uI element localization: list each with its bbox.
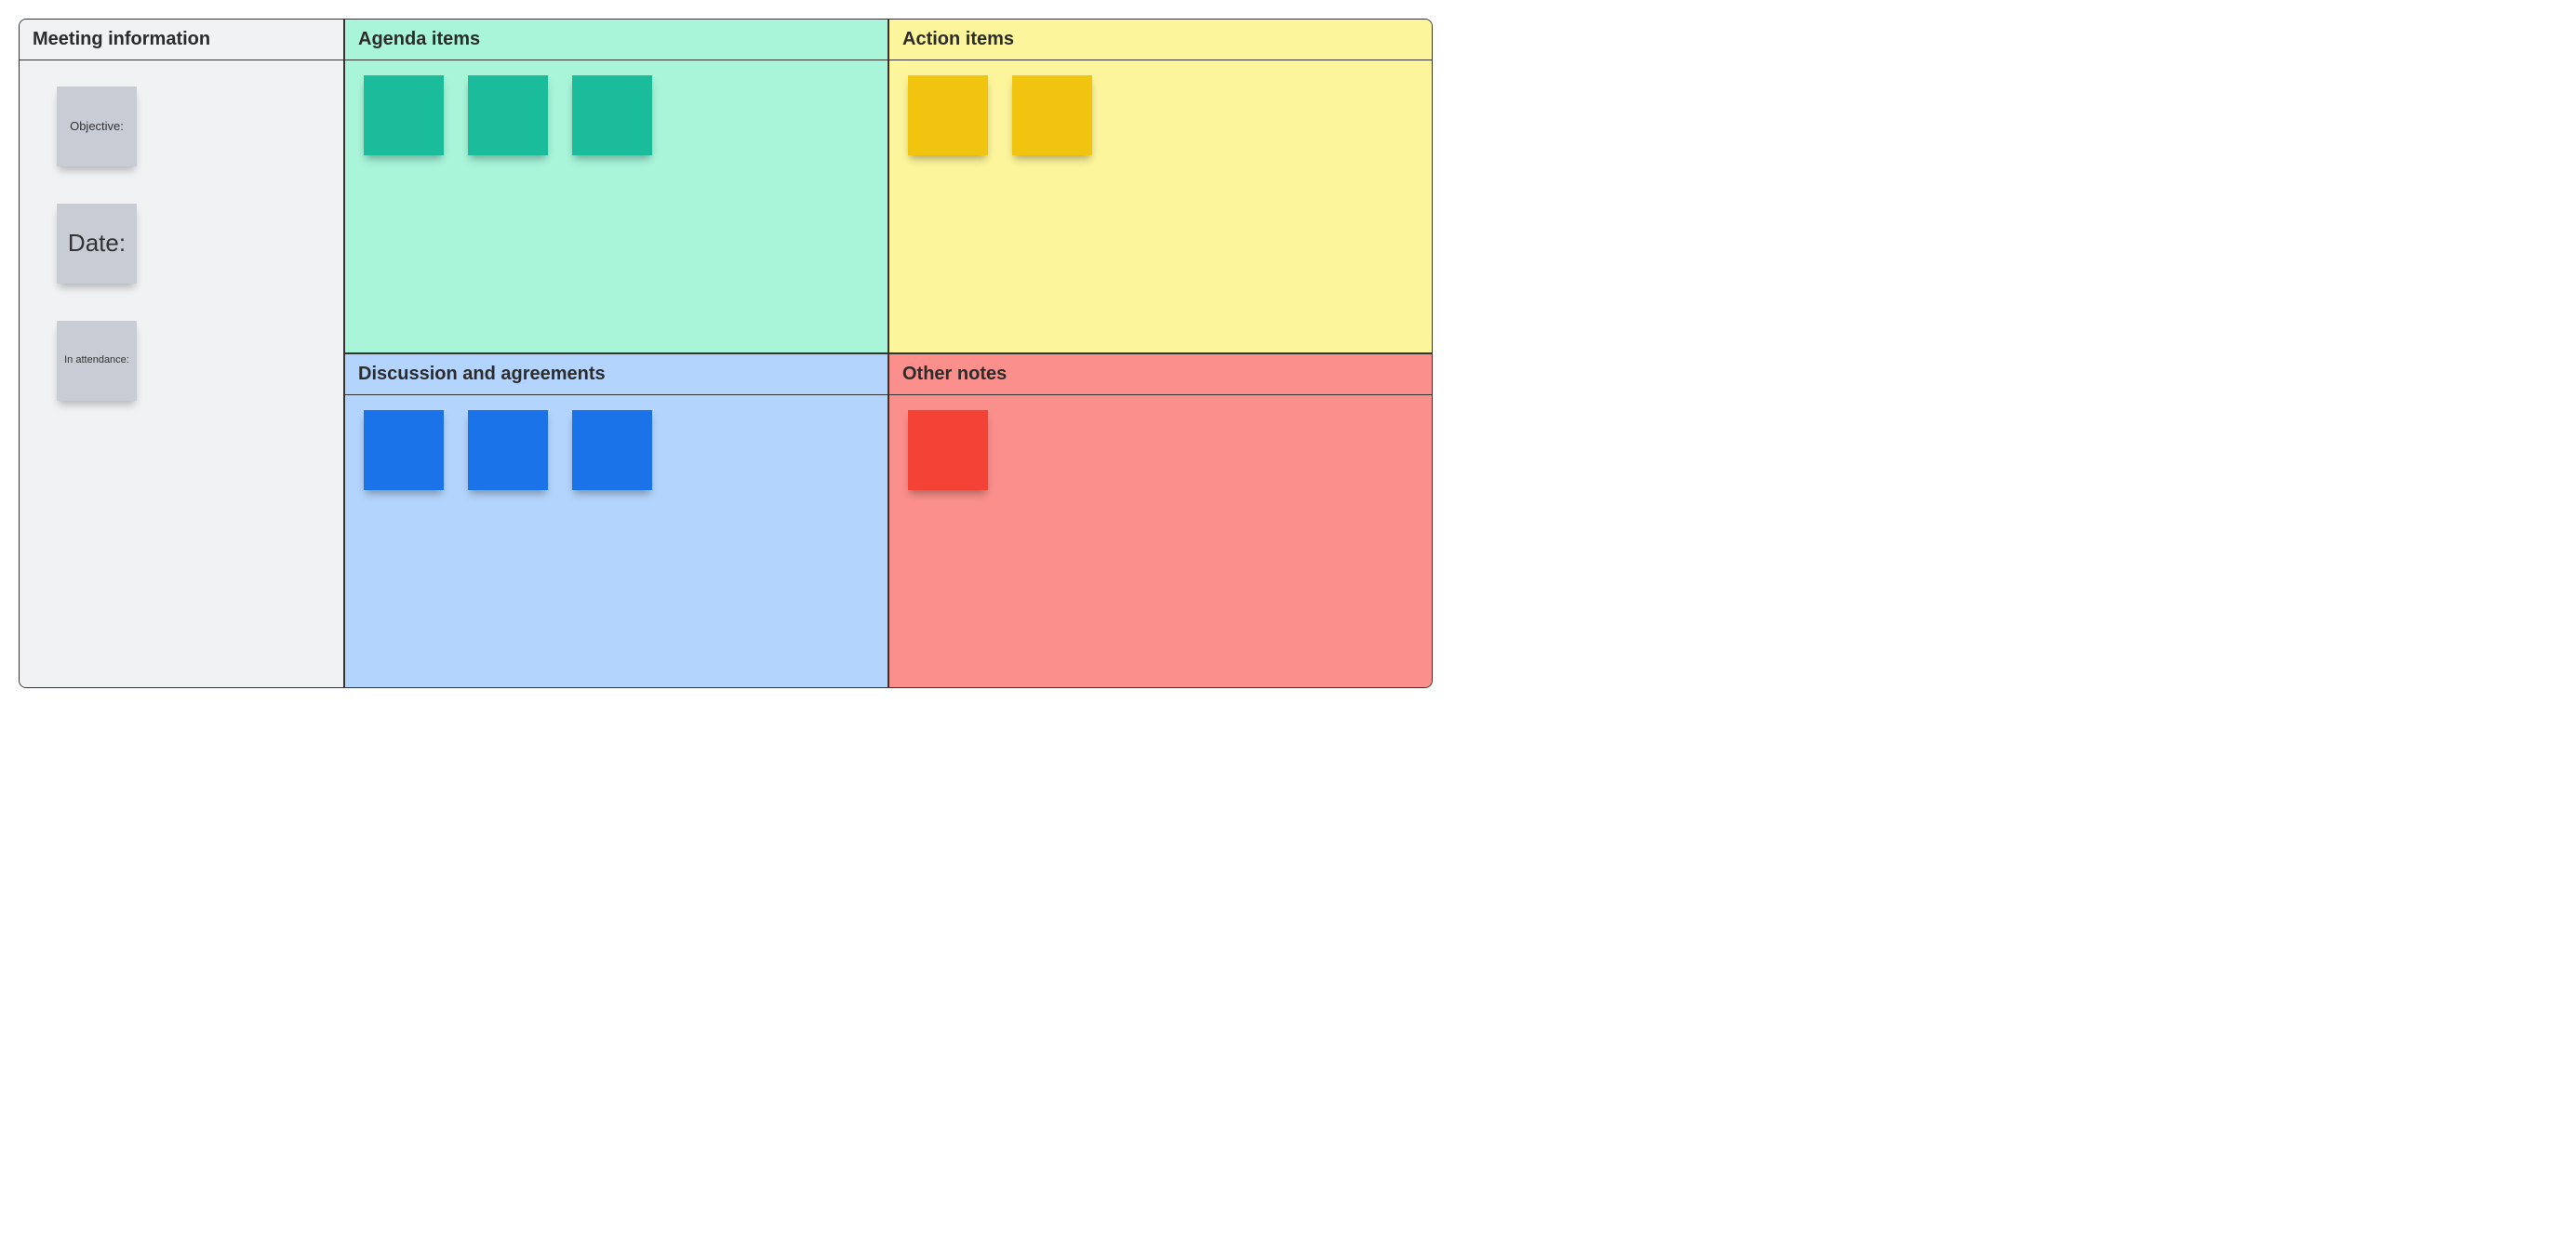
sticky-row-action [908,75,1413,155]
sticky-agenda-2[interactable] [468,75,548,155]
sticky-objective-label: Objective: [70,119,124,134]
sticky-attendance-label: In attendance: [64,354,129,366]
panel-header-agenda: Agenda items [345,20,888,60]
panel-body-agenda[interactable] [345,60,888,352]
sticky-other-1[interactable] [908,410,988,490]
sticky-discussion-1[interactable] [364,410,444,490]
panel-body-action[interactable] [889,60,1432,352]
panel-body-discussion[interactable] [345,395,888,687]
panel-other: Other notes [888,353,1433,688]
panel-discussion: Discussion and agreements [344,353,888,688]
sticky-discussion-3[interactable] [572,410,652,490]
sticky-action-1[interactable] [908,75,988,155]
panel-meeting-info: Meeting information Objective: Date: In … [19,19,344,688]
sticky-date[interactable]: Date: [57,204,137,284]
sticky-agenda-3[interactable] [572,75,652,155]
panel-header-action: Action items [889,20,1432,60]
sticky-attendance[interactable]: In attendance: [57,321,137,401]
panel-agenda: Agenda items [344,19,888,353]
meeting-board: Meeting information Objective: Date: In … [19,19,1433,688]
panel-header-meeting-info: Meeting information [20,20,343,60]
sticky-date-label: Date: [68,229,126,258]
sticky-row-agenda [364,75,869,155]
sticky-row-discussion [364,410,869,490]
panel-header-discussion: Discussion and agreements [345,354,888,395]
panel-body-other[interactable] [889,395,1432,687]
sticky-action-2[interactable] [1012,75,1092,155]
panel-body-meeting-info[interactable]: Objective: Date: In attendance: [20,60,343,687]
sticky-discussion-2[interactable] [468,410,548,490]
sticky-row-other [908,410,1413,490]
panel-action: Action items [888,19,1433,353]
sticky-agenda-1[interactable] [364,75,444,155]
sticky-objective[interactable]: Objective: [57,86,137,166]
panel-header-other: Other notes [889,354,1432,395]
